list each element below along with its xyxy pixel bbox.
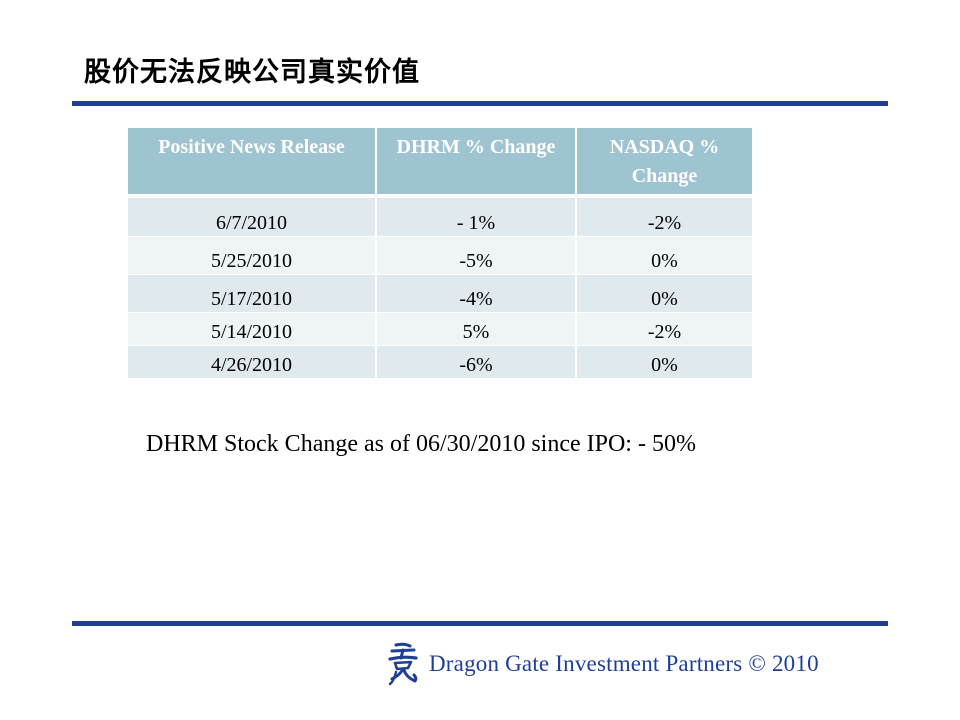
- table-row: 4/26/2010 -6% 0%: [128, 345, 752, 379]
- nasdaq-change: 0%: [576, 274, 752, 313]
- table-row: 5/25/2010 -5% 0%: [128, 236, 752, 275]
- news-release-table: Positive News Release DHRM % Change NASD…: [128, 128, 752, 379]
- release-date: 5/17/2010: [128, 274, 377, 313]
- table-row: 6/7/2010 - 1% -2%: [128, 196, 752, 237]
- table-row: 5/17/2010 -4% 0%: [128, 274, 752, 313]
- bottom-divider: [72, 621, 888, 626]
- header-dhrm-change: DHRM % Change: [376, 128, 577, 198]
- nasdaq-change: -2%: [576, 312, 752, 346]
- ipo-summary-text: DHRM Stock Change as of 06/30/2010 since…: [146, 431, 696, 457]
- release-date: 6/7/2010: [128, 196, 377, 237]
- top-divider: [72, 101, 888, 106]
- nasdaq-change: 0%: [576, 236, 752, 275]
- header-news-release: Positive News Release: [128, 128, 377, 198]
- dhrm-change: 5%: [376, 312, 577, 346]
- table-header-row: Positive News Release DHRM % Change NASD…: [128, 128, 752, 198]
- release-date: 5/14/2010: [128, 312, 377, 346]
- dhrm-change: -5%: [376, 236, 577, 275]
- dhrm-change: -6%: [376, 345, 577, 379]
- dragon-logo-icon: [388, 642, 418, 686]
- nasdaq-change: -2%: [576, 196, 752, 237]
- dhrm-change: -4%: [376, 274, 577, 313]
- slide-title: 股价无法反映公司真实价值: [84, 57, 420, 88]
- footer: Dragon Gate Investment Partners © 2010: [386, 641, 819, 687]
- nasdaq-change: 0%: [576, 345, 752, 379]
- table-row: 5/14/2010 5% -2%: [128, 312, 752, 346]
- header-nasdaq-change: NASDAQ % Change: [576, 128, 752, 198]
- dhrm-change: - 1%: [376, 196, 577, 237]
- footer-copyright: Dragon Gate Investment Partners © 2010: [429, 651, 819, 676]
- release-date: 5/25/2010: [128, 236, 377, 275]
- release-date: 4/26/2010: [128, 345, 377, 379]
